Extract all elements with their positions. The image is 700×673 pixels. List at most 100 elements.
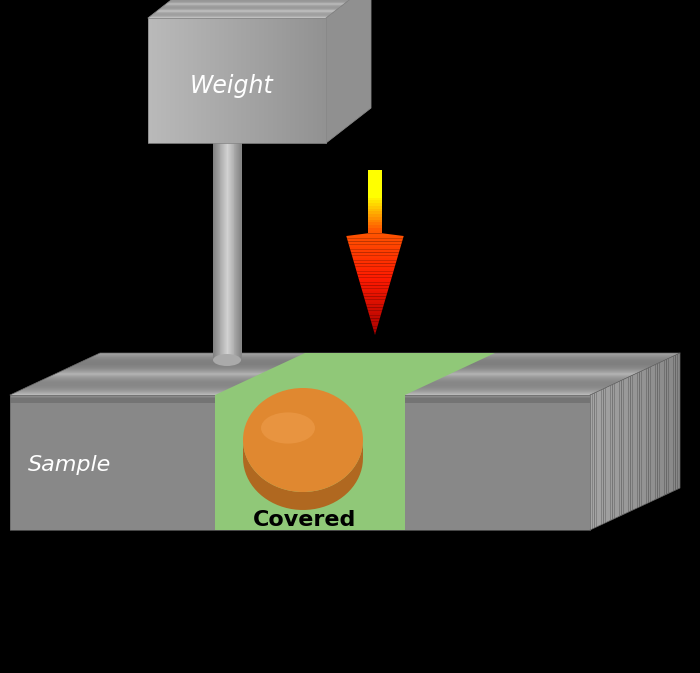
Bar: [308, 18, 314, 143]
Bar: [224, 18, 229, 143]
Polygon shape: [640, 371, 642, 507]
Bar: [183, 18, 189, 143]
Polygon shape: [366, 305, 384, 308]
Polygon shape: [629, 376, 631, 512]
Polygon shape: [368, 201, 382, 203]
Bar: [10, 398, 590, 402]
Polygon shape: [243, 440, 363, 510]
Polygon shape: [326, 0, 371, 143]
Bar: [224, 143, 226, 360]
Polygon shape: [615, 382, 617, 518]
Bar: [238, 143, 240, 360]
Bar: [148, 18, 153, 143]
Bar: [218, 143, 220, 360]
Polygon shape: [80, 361, 662, 363]
Polygon shape: [368, 222, 382, 225]
Bar: [300, 18, 304, 143]
Bar: [10, 396, 590, 400]
Bar: [10, 398, 590, 402]
Polygon shape: [84, 359, 666, 360]
Bar: [213, 143, 215, 360]
Polygon shape: [368, 170, 382, 173]
Polygon shape: [354, 264, 395, 267]
Polygon shape: [167, 2, 346, 3]
Text: Weight: Weight: [190, 73, 274, 98]
Bar: [175, 18, 180, 143]
Bar: [10, 395, 590, 399]
Ellipse shape: [213, 354, 241, 366]
Polygon shape: [673, 355, 676, 491]
Polygon shape: [635, 373, 637, 509]
Polygon shape: [631, 375, 633, 511]
Bar: [10, 398, 590, 402]
Polygon shape: [662, 360, 664, 497]
Ellipse shape: [243, 388, 363, 492]
Bar: [10, 397, 590, 401]
Bar: [226, 143, 228, 360]
Polygon shape: [346, 234, 404, 236]
Bar: [10, 397, 590, 401]
Polygon shape: [157, 10, 336, 11]
Bar: [239, 143, 241, 360]
Bar: [10, 396, 590, 400]
Bar: [10, 396, 590, 401]
Bar: [10, 395, 590, 400]
Bar: [10, 396, 590, 400]
Polygon shape: [30, 384, 612, 386]
Polygon shape: [596, 391, 599, 527]
Bar: [255, 18, 260, 143]
Bar: [10, 396, 590, 401]
Polygon shape: [622, 380, 624, 516]
Polygon shape: [371, 321, 379, 324]
Bar: [10, 397, 590, 402]
Polygon shape: [35, 382, 617, 384]
Bar: [10, 396, 590, 400]
Bar: [10, 398, 590, 402]
Polygon shape: [50, 375, 633, 376]
Polygon shape: [46, 377, 629, 378]
Polygon shape: [657, 363, 659, 499]
Bar: [272, 18, 278, 143]
Polygon shape: [601, 389, 603, 525]
Bar: [10, 398, 590, 402]
Bar: [10, 398, 590, 402]
Polygon shape: [153, 13, 332, 15]
Bar: [217, 143, 218, 360]
Polygon shape: [57, 372, 640, 373]
Bar: [197, 18, 202, 143]
Bar: [10, 396, 590, 400]
Bar: [232, 18, 238, 143]
Polygon shape: [351, 252, 399, 255]
Bar: [10, 395, 590, 400]
Bar: [304, 18, 309, 143]
Polygon shape: [89, 357, 671, 358]
Bar: [277, 18, 283, 143]
Bar: [10, 396, 590, 400]
Polygon shape: [60, 371, 642, 372]
Bar: [10, 397, 590, 402]
Bar: [10, 397, 590, 402]
Bar: [188, 18, 193, 143]
Polygon shape: [370, 318, 380, 321]
Polygon shape: [368, 225, 382, 227]
Bar: [193, 18, 198, 143]
Polygon shape: [365, 302, 384, 305]
Polygon shape: [349, 244, 401, 247]
Polygon shape: [91, 356, 673, 357]
Bar: [157, 18, 162, 143]
Polygon shape: [626, 377, 629, 513]
Bar: [237, 143, 239, 360]
Polygon shape: [617, 382, 620, 518]
Polygon shape: [368, 181, 382, 184]
Polygon shape: [355, 267, 395, 269]
Polygon shape: [24, 388, 605, 389]
Bar: [10, 396, 590, 401]
Bar: [268, 18, 274, 143]
Polygon shape: [676, 354, 678, 490]
Bar: [10, 398, 590, 402]
Bar: [290, 18, 296, 143]
Polygon shape: [160, 8, 338, 9]
Polygon shape: [362, 291, 388, 293]
Polygon shape: [368, 176, 382, 178]
Bar: [10, 396, 590, 400]
